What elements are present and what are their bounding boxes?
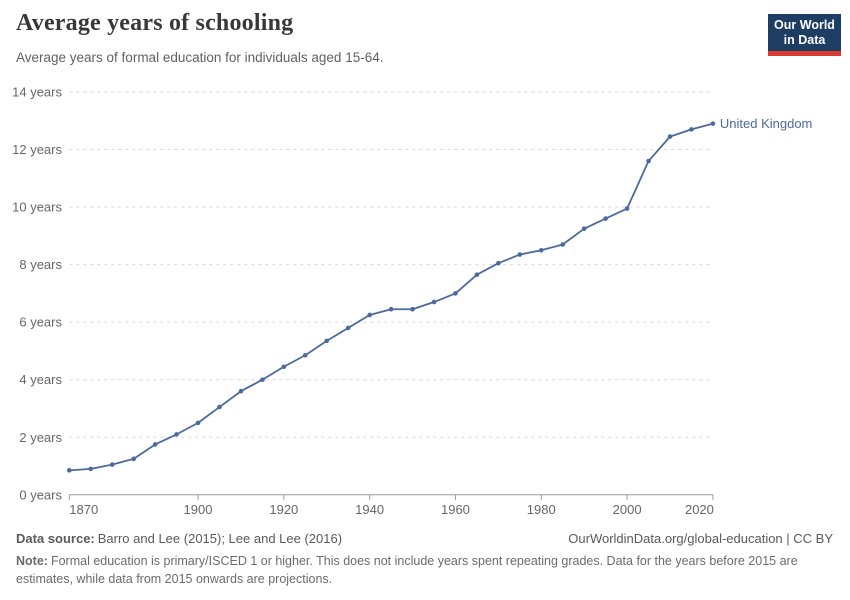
chart-subtitle: Average years of formal education for in… <box>16 50 384 65</box>
data-point-marker <box>581 226 587 231</box>
y-tick-label: 8 years <box>19 257 62 272</box>
y-tick-label: 12 years <box>12 142 62 157</box>
data-point-marker <box>388 306 394 312</box>
license-link[interactable]: OurWorldinData.org/global-education | CC… <box>568 531 833 546</box>
data-point-marker <box>538 247 544 253</box>
data-point-marker <box>667 134 673 139</box>
owid-logo-text: Our World in Data <box>774 18 835 47</box>
y-tick-label: 6 years <box>19 315 62 330</box>
data-point-marker <box>431 299 437 305</box>
chart-title: Average years of schooling <box>16 10 294 36</box>
data-point-marker <box>302 352 308 358</box>
x-tick-label: 1960 <box>441 502 470 517</box>
data-point-marker <box>88 466 94 472</box>
data-point-marker <box>281 364 287 370</box>
x-tick-label: 2000 <box>613 502 642 517</box>
y-tick-label: 2 years <box>19 430 62 445</box>
data-point-marker <box>109 462 115 467</box>
y-tick-label: 4 years <box>19 372 62 387</box>
data-point-marker <box>410 306 415 312</box>
x-tick-label: 1870 <box>69 502 98 517</box>
data-point-marker <box>260 377 265 383</box>
data-source-line: Data source: Barro and Lee (2015); Lee an… <box>16 531 342 546</box>
data-point-marker <box>67 468 72 473</box>
data-point-marker <box>474 272 480 277</box>
data-point-marker <box>560 242 566 247</box>
data-point-marker <box>624 206 630 211</box>
owid-logo[interactable]: Our World in Data <box>768 14 841 56</box>
data-point-marker <box>217 404 222 410</box>
y-tick-label: 10 years <box>12 200 62 215</box>
data-point-marker <box>345 325 351 331</box>
x-tick-label: 1940 <box>355 502 384 517</box>
note-text: Formal education is primary/ISCED 1 or h… <box>16 554 798 586</box>
data-point-marker <box>195 420 201 426</box>
y-tick-label: 14 years <box>12 85 62 100</box>
data-point-marker <box>131 456 136 462</box>
data-point-marker <box>324 338 330 344</box>
y-tick-label: 0 years <box>19 487 62 502</box>
data-point-marker <box>710 121 716 126</box>
series-line <box>68 122 714 472</box>
series-end-label: United Kingdom <box>720 116 813 131</box>
data-point-marker <box>603 216 608 221</box>
x-tick-label: 1920 <box>269 502 298 517</box>
data-point-marker <box>517 252 523 257</box>
data-point-marker <box>646 158 651 164</box>
data-point-marker <box>174 432 179 437</box>
data-source-text: Barro and Lee (2015); Lee and Lee (2016) <box>97 531 343 546</box>
x-tick-label: 1900 <box>184 502 213 517</box>
data-point-marker <box>152 442 158 447</box>
chart-note: Note: Formal education is primary/ISCED 1… <box>16 553 816 588</box>
data-point-marker <box>453 291 458 296</box>
data-point-marker <box>367 312 372 318</box>
data-point-marker <box>238 388 244 394</box>
data-point-marker <box>496 260 501 266</box>
line-chart[interactable]: 0 years 2 years 4 years 6 years 8 years 10 ye… <box>0 78 850 523</box>
x-tick-label: 1980 <box>527 502 556 517</box>
data-point-marker <box>689 127 694 132</box>
data-source-label: Data source: <box>16 531 95 546</box>
x-tick-label: 2020 <box>685 502 714 517</box>
note-label: Note: <box>16 554 48 568</box>
